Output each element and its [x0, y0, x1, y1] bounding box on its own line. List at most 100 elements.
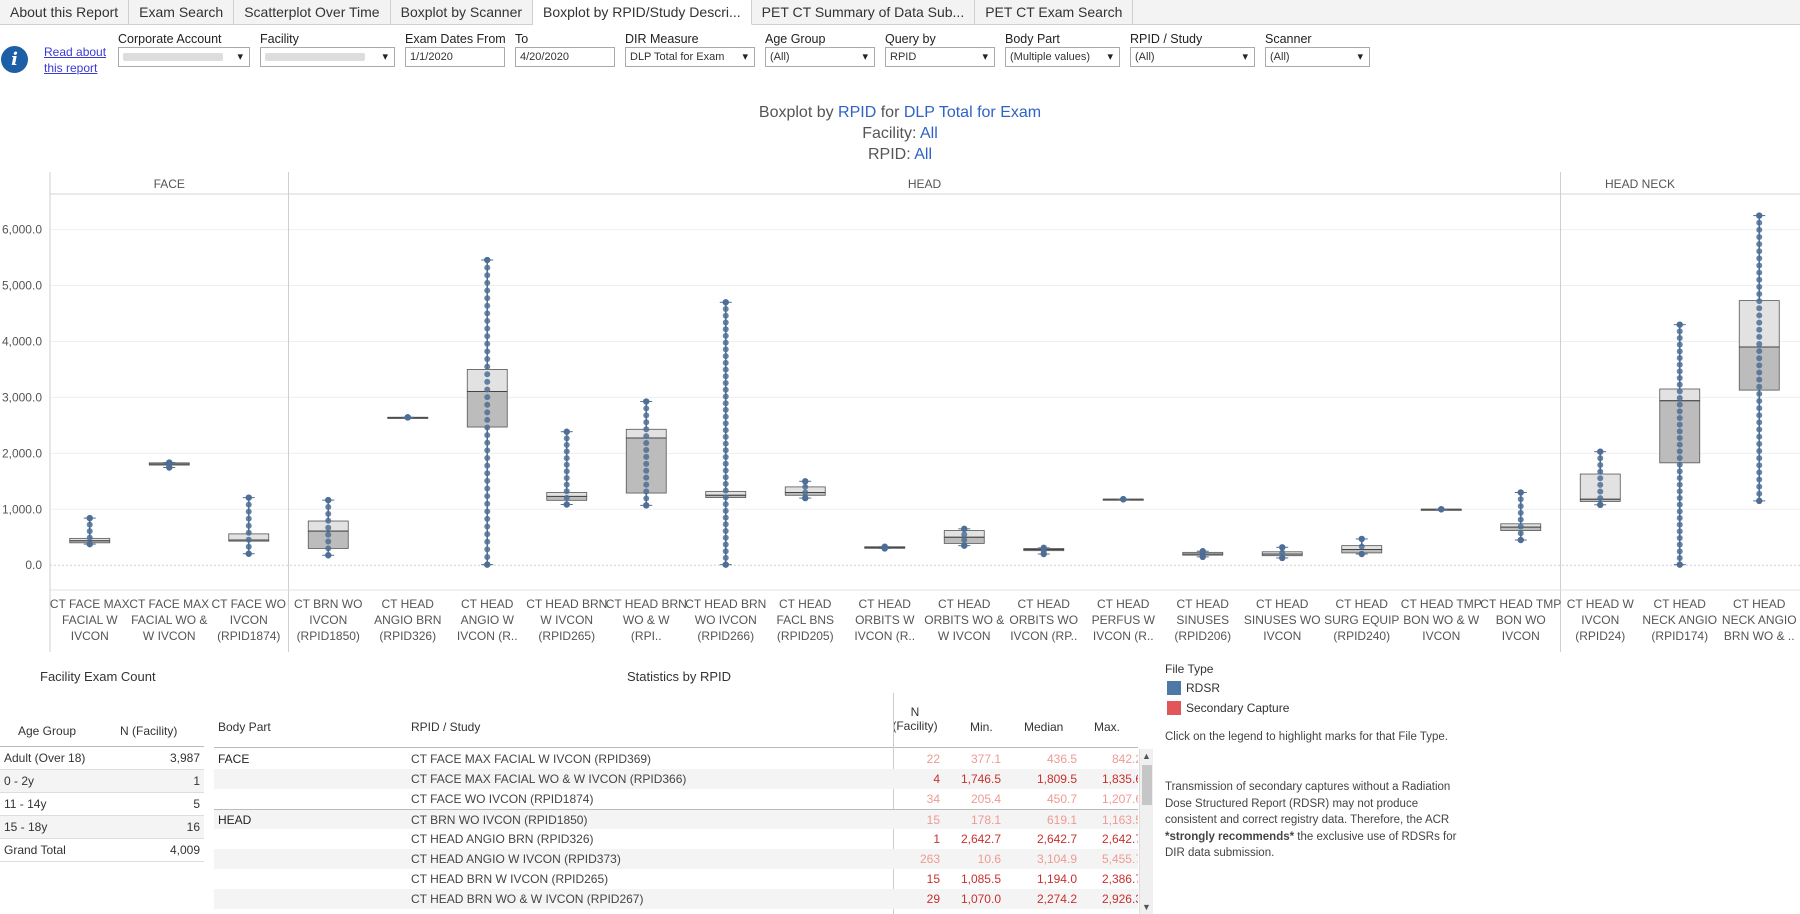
data-point[interactable]	[1676, 388, 1683, 395]
data-point[interactable]	[325, 531, 332, 538]
table-row[interactable]: CT HEAD BRN WO & W IVCON (RPID267) 29 1,07…	[214, 889, 1138, 909]
data-point[interactable]	[802, 494, 809, 502]
data-point[interactable]	[484, 531, 491, 538]
data-point[interactable]	[1676, 408, 1683, 415]
box-lower[interactable]	[1738, 346, 1780, 391]
data-point[interactable]	[1676, 421, 1683, 428]
data-point[interactable]	[1756, 340, 1763, 347]
data-point[interactable]	[484, 515, 491, 522]
data-point[interactable]	[722, 561, 729, 568]
data-point[interactable]	[484, 561, 491, 568]
data-point[interactable]	[722, 494, 729, 501]
data-point[interactable]	[245, 515, 252, 522]
tab-pet-ct-exam-search[interactable]: PET CT Exam Search	[975, 0, 1134, 25]
data-point[interactable]	[325, 517, 332, 524]
data-point[interactable]	[1756, 312, 1763, 319]
data-point[interactable]	[1756, 383, 1763, 390]
data-point[interactable]	[484, 348, 491, 355]
data-point[interactable]	[1676, 508, 1683, 515]
data-point[interactable]	[484, 409, 491, 416]
data-point[interactable]	[86, 521, 93, 528]
data-point[interactable]	[722, 427, 729, 434]
data-point[interactable]	[245, 543, 252, 550]
data-point[interactable]	[643, 460, 650, 467]
data-point[interactable]	[643, 467, 650, 474]
data-point[interactable]	[643, 405, 650, 412]
data-point[interactable]	[484, 386, 491, 393]
data-point[interactable]	[722, 507, 729, 514]
data-point[interactable]	[1597, 495, 1604, 502]
data-point[interactable]	[1756, 219, 1763, 226]
data-point[interactable]	[563, 455, 570, 462]
data-point[interactable]	[722, 454, 729, 461]
data-point[interactable]	[484, 256, 491, 264]
data-point[interactable]	[404, 414, 411, 421]
data-point[interactable]	[1756, 333, 1763, 340]
tab-scatterplot-over-time[interactable]: Scatterplot Over Time	[234, 0, 391, 25]
data-point[interactable]	[86, 534, 93, 541]
data-point[interactable]	[1756, 483, 1763, 490]
data-point[interactable]	[722, 339, 729, 346]
data-point[interactable]	[325, 552, 332, 559]
data-point[interactable]	[563, 468, 570, 475]
data-point[interactable]	[1756, 476, 1763, 483]
query-by-dropdown[interactable]: RPID	[885, 47, 995, 67]
data-point[interactable]	[802, 478, 809, 485]
data-point[interactable]	[1756, 319, 1763, 326]
data-point[interactable]	[563, 481, 570, 488]
data-point[interactable]	[1438, 506, 1445, 513]
data-point[interactable]	[1597, 475, 1604, 482]
data-point[interactable]	[961, 531, 968, 538]
data-point[interactable]	[1358, 550, 1365, 558]
data-point[interactable]	[484, 264, 491, 271]
table-row[interactable]: CT HEAD BRN W IVCON (RPID265) 15 1,085.5 1,…	[214, 869, 1138, 889]
data-point[interactable]	[722, 386, 729, 393]
data-point[interactable]	[1756, 447, 1763, 454]
data-point[interactable]	[484, 455, 491, 462]
data-point[interactable]	[484, 333, 491, 340]
data-point[interactable]	[1676, 374, 1683, 381]
data-point[interactable]	[1756, 355, 1763, 362]
table-row[interactable]: CT HEAD BRN WO IVCON (RPID266) 2,2327.1 1,…	[214, 909, 1138, 914]
data-point[interactable]	[563, 494, 570, 501]
data-point[interactable]	[722, 420, 729, 427]
data-point[interactable]	[1597, 488, 1604, 495]
data-point[interactable]	[86, 540, 93, 548]
data-point[interactable]	[245, 536, 252, 543]
data-point[interactable]	[1756, 369, 1763, 376]
data-point[interactable]	[643, 398, 650, 405]
data-point[interactable]	[722, 521, 729, 528]
data-point[interactable]	[484, 394, 491, 401]
tab-exam-search[interactable]: Exam Search	[129, 0, 235, 25]
data-point[interactable]	[1756, 233, 1763, 240]
data-point[interactable]	[802, 483, 809, 490]
data-point[interactable]	[722, 326, 729, 333]
data-point[interactable]	[484, 508, 491, 515]
data-point[interactable]	[1676, 394, 1683, 401]
data-point[interactable]	[1756, 291, 1763, 298]
data-point[interactable]	[722, 433, 729, 440]
data-point[interactable]	[563, 448, 570, 455]
data-point[interactable]	[1756, 348, 1763, 355]
scroll-thumb[interactable]	[1142, 765, 1152, 805]
data-point[interactable]	[1517, 523, 1524, 530]
table-row[interactable]: CT HEAD ANGIO BRN (RPID326) 1 2,642.7 2,642…	[214, 829, 1138, 849]
data-point[interactable]	[1676, 454, 1683, 461]
data-point[interactable]	[1597, 468, 1604, 475]
data-point[interactable]	[484, 538, 491, 545]
age-group-dropdown[interactable]: (All)	[765, 47, 875, 67]
data-point[interactable]	[245, 501, 252, 508]
data-point[interactable]	[1756, 440, 1763, 447]
data-point[interactable]	[1517, 489, 1524, 496]
data-point[interactable]	[643, 488, 650, 495]
table-row[interactable]: 15 - 18y 16	[0, 816, 204, 839]
data-point[interactable]	[722, 359, 729, 366]
data-point[interactable]	[484, 310, 491, 317]
data-point[interactable]	[722, 406, 729, 413]
data-point[interactable]	[722, 299, 729, 306]
data-point[interactable]	[245, 508, 252, 515]
data-point[interactable]	[881, 543, 888, 550]
data-point[interactable]	[484, 356, 491, 363]
data-point[interactable]	[1676, 521, 1683, 528]
data-point[interactable]	[1676, 341, 1683, 348]
